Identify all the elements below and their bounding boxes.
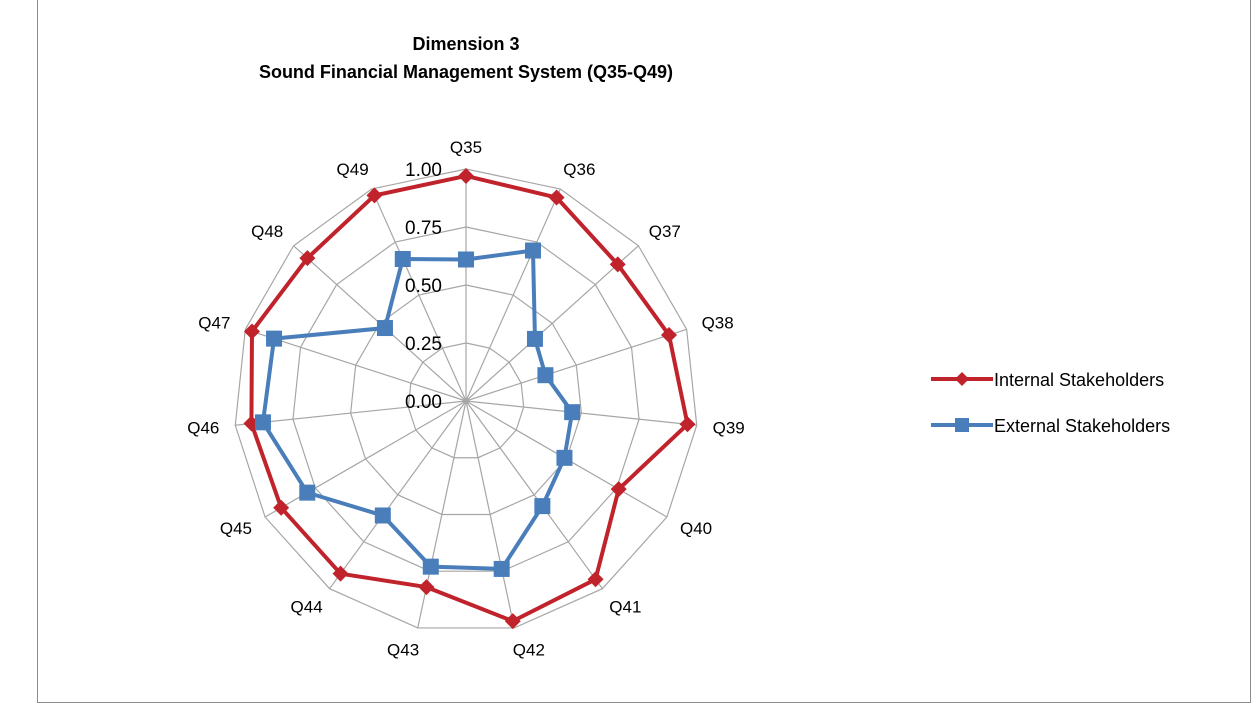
data-point	[537, 367, 554, 384]
grid-spoke	[329, 400, 467, 590]
data-point	[679, 416, 696, 433]
tick-label: 0.25	[405, 334, 442, 355]
category-label: Q47	[198, 314, 230, 333]
category-label: Q35	[450, 138, 482, 157]
data-point	[366, 187, 383, 204]
category-label: Q36	[563, 160, 595, 179]
category-label: Q42	[513, 640, 545, 659]
category-label: Q43	[387, 640, 419, 659]
grid-ring	[350, 284, 582, 516]
grid-spoke	[465, 400, 697, 426]
data-point	[609, 256, 626, 273]
grid-ring	[292, 226, 640, 572]
legend-marker	[955, 418, 969, 432]
category-label: Q44	[291, 597, 323, 616]
category-label: Q40	[680, 519, 712, 538]
series-line	[260, 248, 575, 571]
data-point	[332, 565, 349, 582]
legend-marker	[955, 372, 969, 386]
tick-label: 0.50	[405, 276, 442, 297]
category-labels: Q35 Q36 Q37 Q38 Q39 Q40 Q41 Q42 Q43 Q44 Q45 Q46 Q47 Q…	[187, 138, 744, 659]
chart-subtitle: Sound Financial Management System (Q35-Q…	[259, 62, 673, 82]
data-point	[504, 613, 521, 630]
data-point	[534, 498, 551, 515]
category-label: Q38	[702, 314, 734, 333]
data-point	[458, 251, 474, 268]
data-point	[422, 558, 439, 575]
series-internal-stakeholders	[243, 167, 696, 630]
radial-tick-labels: 0.00 0.25 0.50 0.75 1.00	[405, 160, 442, 413]
data-point	[524, 242, 541, 259]
data-point	[299, 484, 316, 501]
data-point	[266, 330, 283, 347]
data-point	[374, 507, 391, 524]
data-point	[394, 250, 411, 267]
grid-spoke	[465, 188, 561, 402]
legend-label: External Stakeholders	[994, 416, 1170, 436]
data-point	[660, 327, 677, 344]
category-label: Q46	[187, 419, 219, 438]
chart-title: Dimension 3	[412, 34, 519, 54]
grid-spoke	[264, 400, 467, 518]
series-external-stakeholders	[254, 242, 581, 577]
grid-ring	[407, 342, 525, 459]
data-point	[556, 449, 573, 466]
chart-frame: Dimension 3 Sound Financial Management S…	[37, 0, 1251, 703]
data-point	[564, 404, 581, 421]
category-label: Q49	[337, 160, 369, 179]
grid-spoke	[235, 400, 467, 426]
legend-item: External Stakeholders	[931, 416, 1170, 436]
tick-label: 0.75	[405, 218, 442, 239]
grid-spoke	[371, 188, 467, 402]
category-label: Q39	[713, 419, 745, 438]
data-point	[243, 323, 260, 340]
series-layer	[243, 167, 696, 630]
data-point	[376, 320, 393, 337]
grid-spoke	[465, 245, 639, 402]
tick-label: 0.00	[405, 392, 442, 413]
grid-spoke	[465, 400, 515, 629]
data-point	[526, 330, 543, 347]
data-point	[610, 481, 627, 498]
data-point	[299, 250, 316, 267]
category-label: Q48	[251, 222, 283, 241]
data-point	[418, 579, 435, 596]
grid-spoke	[465, 328, 687, 402]
data-point	[254, 414, 271, 431]
grid-spoke	[245, 328, 467, 402]
radar-grid	[234, 168, 698, 629]
category-label: Q41	[609, 597, 641, 616]
data-point	[587, 571, 604, 588]
data-point	[458, 167, 474, 184]
grid-ring	[234, 168, 698, 629]
category-label: Q45	[220, 519, 252, 538]
data-point	[548, 189, 565, 206]
grid-spoke	[465, 400, 603, 590]
category-label: Q37	[649, 222, 681, 241]
tick-label: 1.00	[405, 160, 442, 181]
series-line	[249, 173, 690, 624]
legend: Internal Stakeholders External Stakeholde…	[931, 370, 1170, 436]
data-point	[493, 560, 510, 577]
legend-label: Internal Stakeholders	[994, 370, 1164, 390]
radar-chart: Dimension 3 Sound Financial Management S…	[187, 34, 1170, 659]
legend-item: Internal Stakeholders	[931, 370, 1164, 390]
data-point	[273, 499, 290, 516]
